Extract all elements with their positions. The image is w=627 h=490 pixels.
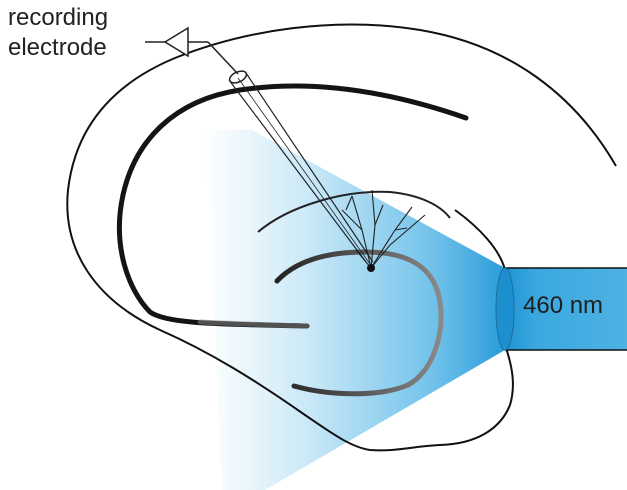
neuron-dendrites <box>341 189 426 269</box>
dentate-outer-arc <box>257 190 451 233</box>
fiber-tip <box>495 267 515 351</box>
electrode-label-line2: electrode <box>8 34 107 61</box>
light-cone <box>205 130 505 490</box>
recording-electrode <box>228 70 374 265</box>
dentate-cell-layer <box>274 249 444 397</box>
ca-cell-layer-fade <box>197 319 310 329</box>
outer-outline <box>66 23 617 452</box>
optical-fiber <box>505 268 627 350</box>
outer-outline-right <box>454 209 506 271</box>
electrode-label-line1: recording <box>8 4 109 31</box>
wavelength-label: 460 nm <box>523 292 604 319</box>
amplifier-symbol <box>145 26 239 75</box>
neuron-soma <box>367 264 375 272</box>
ca-cell-layer <box>116 83 469 329</box>
